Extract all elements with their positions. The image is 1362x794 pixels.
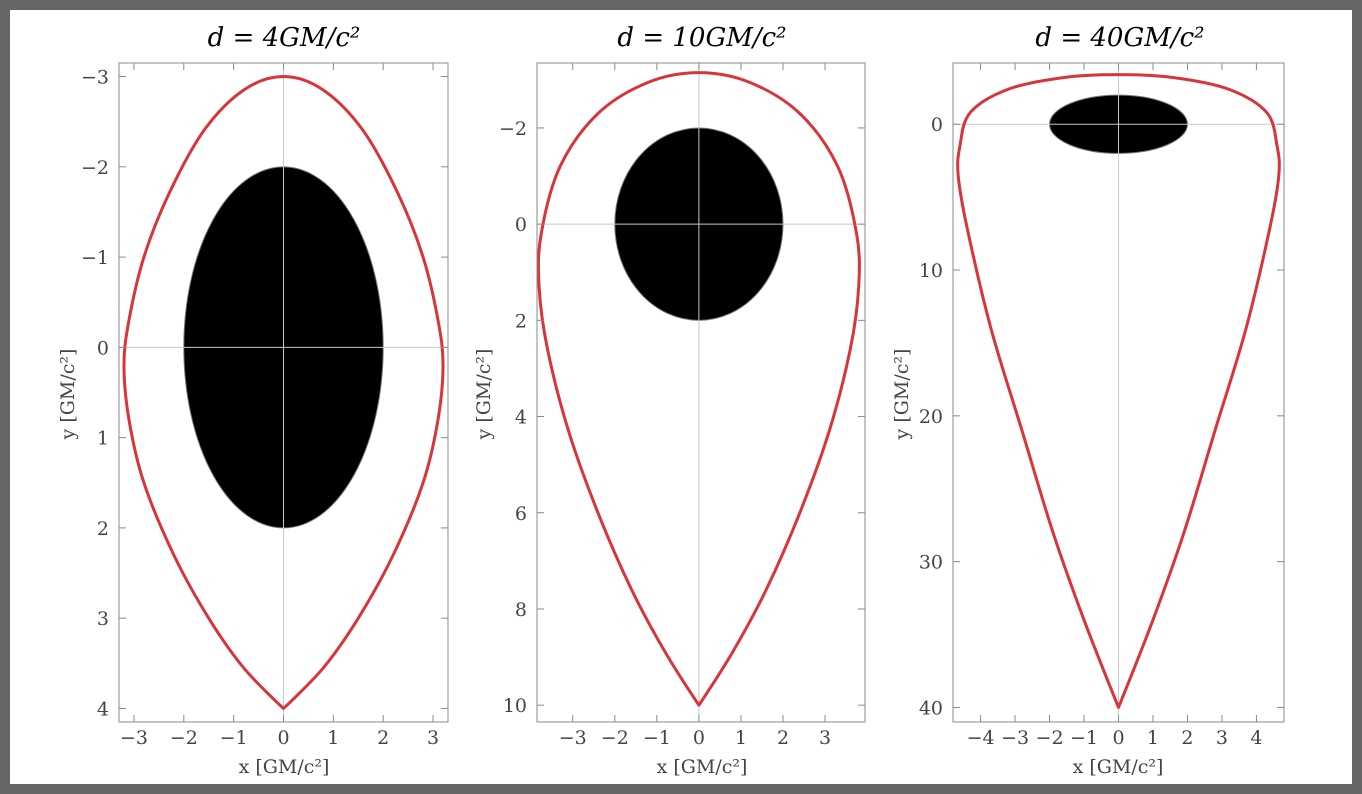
panel-title: d = 40GM/c² — [1035, 23, 1204, 53]
shadow-boundary-curve — [122, 75, 445, 710]
y-tick-label: 6 — [515, 503, 527, 525]
x-tick-label: 2 — [777, 727, 789, 749]
x-tick-label: −2 — [1036, 727, 1064, 749]
x-tick-label: −2 — [170, 727, 198, 749]
y-tick-label: 40 — [919, 697, 943, 719]
x-tick-label: −3 — [559, 727, 587, 749]
y-tick-label: −3 — [81, 67, 109, 89]
panel-title: d = 4GM/c² — [208, 23, 361, 53]
y-tick-label: 0 — [97, 337, 109, 359]
x-tick-label: −1 — [643, 727, 671, 749]
x-tick-label: 2 — [1181, 727, 1193, 749]
plot-area: −3 −2 −1 0 1 2 3 −3 −2 −1 0 1 2 3 4 — [81, 62, 449, 749]
x-tick-label: 3 — [819, 727, 831, 749]
x-axis-label: x [GM/c²] — [657, 756, 748, 778]
y-tick-label: −2 — [499, 118, 527, 140]
x-tick-label: 4 — [1250, 727, 1262, 749]
x-tick-label: 1 — [1147, 727, 1159, 749]
y-tick-label: 2 — [515, 310, 527, 332]
x-tick-label: 0 — [277, 727, 289, 749]
x-tick-label: −3 — [1001, 727, 1029, 749]
x-tick-label: −2 — [601, 727, 629, 749]
x-tick-label: 0 — [1112, 727, 1124, 749]
y-tick-label: 4 — [97, 698, 109, 720]
y-tick-label: 8 — [515, 599, 527, 621]
y-tick-label: 10 — [919, 260, 943, 282]
x-tick-label: −1 — [1070, 727, 1098, 749]
x-tick-label: 3 — [427, 727, 439, 749]
plot-area: −3 −2 −1 0 1 2 3 −2 0 2 4 6 8 10 — [499, 62, 866, 749]
y-axis-label: y [GM/c²] — [57, 349, 79, 441]
shadow-boundary-curve — [956, 73, 1281, 709]
x-tick-label: 0 — [693, 727, 705, 749]
y-axis-label: y [GM/c²] — [891, 349, 913, 441]
panel-d-40: d = 40GM/c² x [GM/c²] y [GM/c²] −4 −3 −2 −1… — [891, 23, 1285, 778]
y-tick-label: −2 — [81, 157, 109, 179]
x-tick-label: 1 — [735, 727, 747, 749]
y-tick-label: 30 — [919, 552, 943, 574]
panel-title: d = 10GM/c² — [617, 23, 786, 53]
panel-d-4: d = 4GM/c² x [GM/c²] y [GM/c²] −3 −2 −1 0 1 2… — [57, 23, 449, 778]
x-tick-label: 2 — [377, 727, 389, 749]
y-tick-label: 20 — [919, 406, 943, 428]
y-tick-label: −1 — [81, 247, 109, 269]
panel-d-10: d = 10GM/c² x [GM/c²] y [GM/c²] −3 −2 −1 0 1… — [473, 23, 866, 778]
y-tick-label: 0 — [515, 214, 527, 236]
y-tick-label: 10 — [503, 695, 527, 717]
x-tick-label: −1 — [220, 727, 248, 749]
y-tick-label: 1 — [97, 428, 109, 450]
y-tick-label: 0 — [931, 114, 943, 136]
x-tick-label: 1 — [327, 727, 339, 749]
y-tick-label: 2 — [97, 518, 109, 540]
x-axis-label: x [GM/c²] — [239, 756, 330, 778]
y-tick-label: 3 — [97, 608, 109, 630]
x-axis-label: x [GM/c²] — [1073, 756, 1164, 778]
y-tick-label: 4 — [515, 407, 527, 429]
x-tick-label: 3 — [1216, 727, 1228, 749]
plot-frame — [536, 62, 866, 723]
x-tick-label: −4 — [967, 727, 995, 749]
x-tick-label: −3 — [120, 727, 148, 749]
y-axis-label: y [GM/c²] — [473, 349, 495, 441]
